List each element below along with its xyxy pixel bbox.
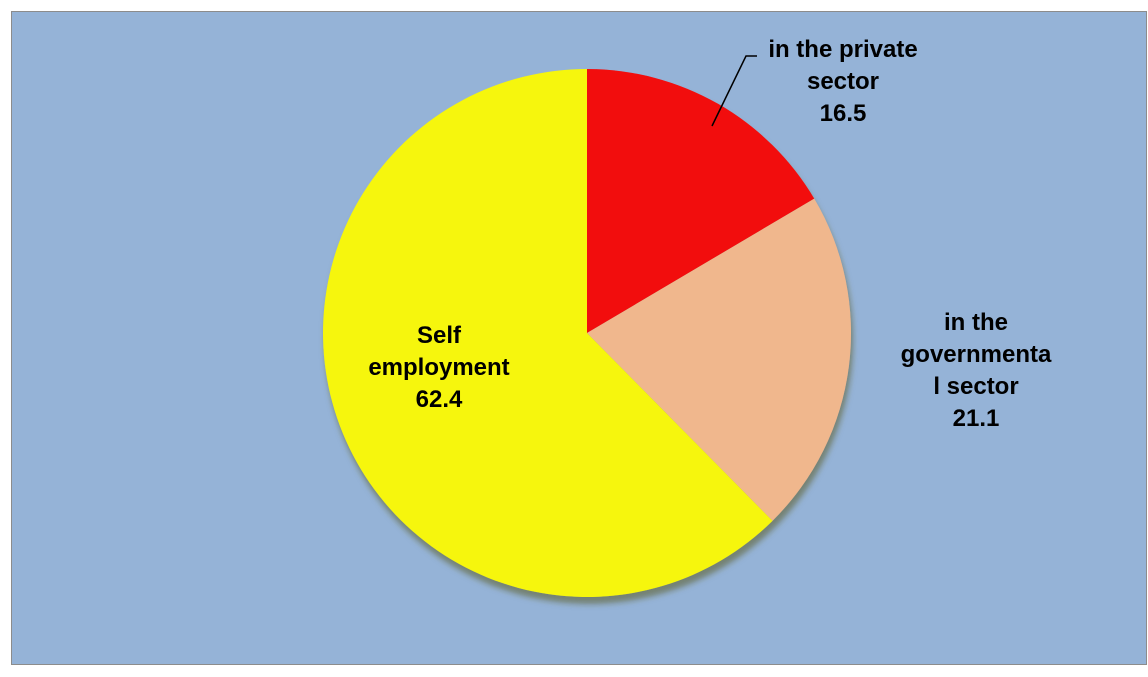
private-sector-label-line-1: in the private bbox=[768, 36, 918, 63]
private-sector-slice bbox=[587, 69, 815, 333]
self-employment-data-label: Self employment 62.4 bbox=[339, 320, 539, 416]
self-employment-value: 62.4 bbox=[415, 386, 463, 413]
self-employment-label-line-1: Self bbox=[416, 322, 461, 349]
governmental-sector-value: 21.1 bbox=[952, 405, 1000, 432]
governmental-sector-label-line-2: governmenta bbox=[900, 341, 1052, 368]
pie-chart bbox=[323, 55, 852, 597]
private-sector-data-label: in the private sector 16.5 bbox=[743, 34, 943, 130]
governmental-sector-data-label: in the governmenta l sector 21.1 bbox=[876, 307, 1076, 435]
pie-slices bbox=[323, 69, 852, 597]
self-employment-slice bbox=[323, 69, 773, 597]
private-sector-value: 16.5 bbox=[819, 100, 867, 127]
chart-area: in the private sector 16.5 in the govern… bbox=[11, 11, 1147, 665]
private-sector-leader-line bbox=[711, 55, 757, 127]
self-employment-label-line-2: employment bbox=[368, 354, 510, 381]
governmental-sector-slice bbox=[587, 198, 852, 521]
governmental-sector-label-line-3: l sector bbox=[933, 373, 1019, 400]
governmental-sector-label-line-1: in the bbox=[944, 309, 1008, 336]
private-sector-label-line-2: sector bbox=[806, 68, 880, 95]
